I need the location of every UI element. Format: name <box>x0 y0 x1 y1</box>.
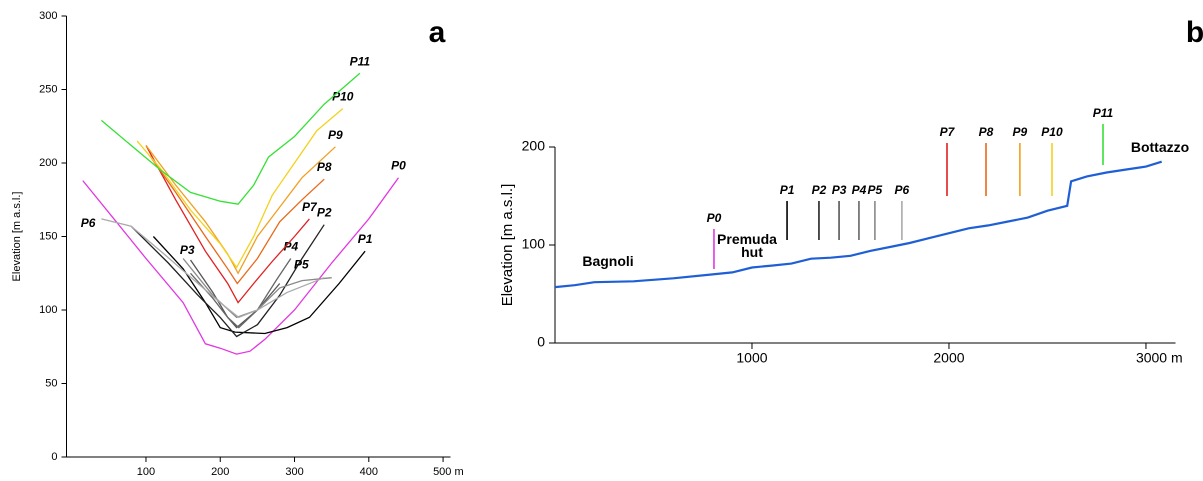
x-tick-label: 500 m <box>433 466 464 478</box>
y-tick-label: 200 <box>39 157 57 169</box>
profile-line <box>136 108 344 269</box>
station-label: P5 <box>868 183 883 197</box>
panel-label: b <box>1186 16 1203 49</box>
y-tick-label: 150 <box>39 230 57 242</box>
station-label: P6 <box>895 183 910 197</box>
y-tick-label: 50 <box>45 377 57 389</box>
annotation: Bagnoli <box>582 253 633 269</box>
station-label: P3 <box>832 183 847 197</box>
profile-line <box>145 145 336 275</box>
profile-line <box>149 155 325 285</box>
station-label: P1 <box>780 183 795 197</box>
profile-line <box>190 258 292 329</box>
station-label: P0 <box>707 211 722 225</box>
series-label: P10 <box>332 90 354 104</box>
profile-line <box>145 145 310 304</box>
x-tick-label: 300 <box>285 466 303 478</box>
y-tick-label: 100 <box>522 236 546 252</box>
series-label: P6 <box>81 216 96 230</box>
station-label: P11 <box>1093 106 1114 120</box>
x-tick-label: 1000 <box>736 350 767 366</box>
series-label: P4 <box>283 240 298 254</box>
profile-line <box>182 258 332 319</box>
y-tick-label: 200 <box>522 138 546 154</box>
annotation: hut <box>741 244 763 260</box>
series-label: P8 <box>317 160 332 174</box>
station-label: P4 <box>852 183 867 197</box>
y-tick-label: 250 <box>39 83 57 95</box>
series-label: P3 <box>180 243 195 257</box>
y-axis-label: Elevation [m a.s.l.] <box>11 192 23 282</box>
elevation-profile <box>554 160 1163 289</box>
profile-line <box>189 259 281 329</box>
y-tick-label: 0 <box>51 451 57 463</box>
annotation: Bottazzo <box>1131 139 1189 155</box>
series-label: P7 <box>302 200 318 214</box>
profile-line <box>130 224 325 338</box>
y-axis-label: Elevation [m a.s.l.] <box>499 184 516 307</box>
y-tick-label: 300 <box>39 10 57 22</box>
station-label: P9 <box>1013 125 1028 139</box>
station-label: P8 <box>979 125 994 139</box>
series-label: P11 <box>350 54 371 68</box>
profile-line <box>82 177 400 355</box>
station-label: P10 <box>1041 125 1063 139</box>
y-tick-label: 0 <box>537 334 545 350</box>
series-label: P5 <box>294 258 309 272</box>
profile-line <box>100 72 361 205</box>
x-tick-label: 2000 <box>933 350 964 366</box>
station-label: P7 <box>940 125 956 139</box>
series-label: P0 <box>391 159 406 173</box>
x-tick-label: 100 <box>137 466 155 478</box>
series-label: P2 <box>317 206 332 220</box>
series-label: P9 <box>328 128 343 142</box>
profile-line <box>152 236 366 335</box>
x-tick-label: 3000 m <box>1136 350 1183 366</box>
panel-label: a <box>429 16 446 49</box>
series-label: P1 <box>358 232 373 246</box>
x-tick-label: 400 <box>360 466 378 478</box>
profile-line <box>101 218 325 319</box>
x-tick-label: 200 <box>211 466 229 478</box>
annotation: Premuda <box>717 231 777 247</box>
station-label: P2 <box>812 183 827 197</box>
y-tick-label: 100 <box>39 304 57 316</box>
